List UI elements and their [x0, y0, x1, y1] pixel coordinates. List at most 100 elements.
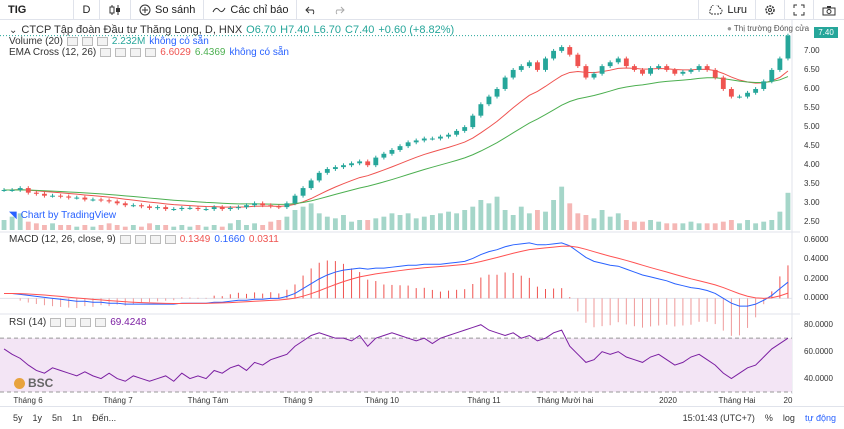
settings-small-icon[interactable] [115, 48, 127, 57]
chart-type-button[interactable] [100, 0, 131, 20]
volume-bar [33, 223, 39, 230]
ema-legend: EMA Cross (12, 26) 6.6029 6.4369 không c… [9, 47, 289, 58]
ema-fast-line [4, 67, 789, 208]
ema-slow-value: 6.4369 [194, 47, 226, 58]
candle [728, 88, 734, 97]
snapshot-button[interactable] [813, 0, 844, 20]
candle [324, 169, 330, 173]
rsi-axis[interactable]: 80.0000 60.0000 40.0000 [798, 314, 844, 394]
candle [171, 209, 177, 211]
macd-label: MACD (12, 26, close, 9) [9, 234, 116, 245]
volume-bar [640, 221, 645, 230]
more-small-icon[interactable] [164, 235, 176, 244]
indicators-button[interactable]: Các chỉ báo [204, 0, 298, 20]
candle [365, 161, 371, 166]
legend-collapse-icon[interactable]: ⌄ [9, 24, 18, 36]
macd-legend: MACD (12, 26, close, 9) 0.1349 0.1660 0.… [9, 234, 279, 245]
candle [413, 140, 419, 143]
macd-value: 0.1660 [214, 234, 245, 245]
status-dot-icon: ● [727, 24, 732, 33]
chart-by-link[interactable]: ◥ Chart by TradingView [9, 210, 116, 221]
volume-bar [446, 211, 451, 230]
bsc-logo-text: BSC [28, 376, 54, 390]
fullscreen-button[interactable] [784, 0, 813, 20]
axis-tick-label: 0.6000 [804, 234, 829, 244]
macd-axis[interactable]: 0.6000 0.4000 0.2000 0.0000 [798, 232, 844, 312]
candle [397, 146, 403, 150]
volume-bar [227, 223, 233, 230]
close-small-icon[interactable] [130, 48, 142, 57]
time-tick-label: Tháng Tám [187, 396, 229, 405]
volume-bar [704, 223, 710, 230]
volume-bar [510, 215, 516, 230]
undo-button[interactable] [297, 0, 325, 20]
compare-button[interactable]: So sánh [131, 0, 205, 20]
close-small-icon[interactable] [149, 235, 161, 244]
candle [769, 69, 775, 82]
candle [276, 206, 282, 208]
settings-small-icon[interactable] [134, 235, 146, 244]
axis-tick-label: 6.00 [804, 83, 820, 93]
range-1n[interactable]: 1n [72, 413, 83, 423]
more-small-icon[interactable] [145, 48, 157, 57]
volume-bar [769, 220, 775, 230]
log-toggle[interactable]: log [782, 413, 795, 423]
percent-toggle[interactable]: % [764, 413, 773, 423]
redo-icon [333, 5, 346, 15]
rsi-line [3, 324, 789, 382]
volume-bar [122, 226, 128, 230]
volume-bar [672, 223, 678, 230]
volume-bar [292, 210, 298, 230]
volume-bar [745, 220, 750, 230]
volume-bar [147, 223, 152, 230]
symbol-search[interactable]: TIG [0, 0, 74, 20]
indicators-label: Các chỉ báo [230, 3, 289, 16]
eye-icon[interactable] [66, 37, 78, 46]
settings-small-icon[interactable] [65, 318, 77, 327]
volume-bar [631, 221, 637, 230]
volume-ma: không có sẵn [149, 36, 209, 47]
candle [195, 207, 201, 210]
save-button[interactable]: Lưu [698, 0, 755, 20]
top-toolbar: TIG D So sánh Các chỉ báo Lưu [0, 0, 844, 20]
volume-bar [567, 203, 573, 230]
candle [664, 66, 670, 70]
close-small-icon[interactable] [96, 37, 108, 46]
candle [147, 206, 152, 208]
volume-bar [680, 223, 686, 230]
redo-button[interactable] [325, 0, 353, 20]
candle [696, 66, 702, 70]
more-small-icon[interactable] [95, 318, 107, 327]
range-1y[interactable]: 1y [32, 413, 43, 423]
interval-button[interactable]: D [74, 0, 100, 20]
price-chart[interactable] [0, 20, 800, 394]
goto-date[interactable]: Đến... [92, 413, 117, 423]
settings-small-icon[interactable] [81, 37, 93, 46]
volume-bar [187, 226, 193, 230]
volume-legend: Volume (20) 2.232M không có sẵn [9, 36, 209, 47]
volume-bar [502, 210, 508, 230]
settings-button[interactable] [755, 0, 784, 20]
eye-icon[interactable] [50, 318, 62, 327]
rsi-band [0, 338, 792, 392]
volume-bar [656, 221, 662, 230]
eye-icon[interactable] [119, 235, 131, 244]
volume-bar [591, 218, 597, 230]
axis-tick-label: 0.0000 [804, 293, 829, 303]
auto-toggle[interactable]: tự động [804, 413, 836, 423]
volume-bar [268, 221, 274, 230]
range-5n[interactable]: 5n [52, 413, 63, 423]
interval-label: D [82, 3, 91, 16]
candle [486, 96, 492, 105]
save-label: Lưu [727, 4, 747, 16]
volume-bar [421, 216, 427, 230]
volume-bar [341, 215, 346, 230]
range-5y[interactable]: 5y [13, 413, 23, 423]
volume-bar [583, 215, 589, 230]
time-axis[interactable]: Tháng 6 Tháng 7 Tháng Tám Tháng 9 Tháng 10 Th… [0, 394, 800, 406]
volume-bar [324, 216, 330, 230]
price-axis[interactable]: 7.00 6.50 6.00 5.50 5.00 4.50 4.00 3.50 3.00 2.50 [798, 20, 844, 230]
eye-icon[interactable] [100, 48, 112, 57]
ohlc-open: O6.70 [246, 24, 277, 36]
close-small-icon[interactable] [80, 318, 92, 327]
